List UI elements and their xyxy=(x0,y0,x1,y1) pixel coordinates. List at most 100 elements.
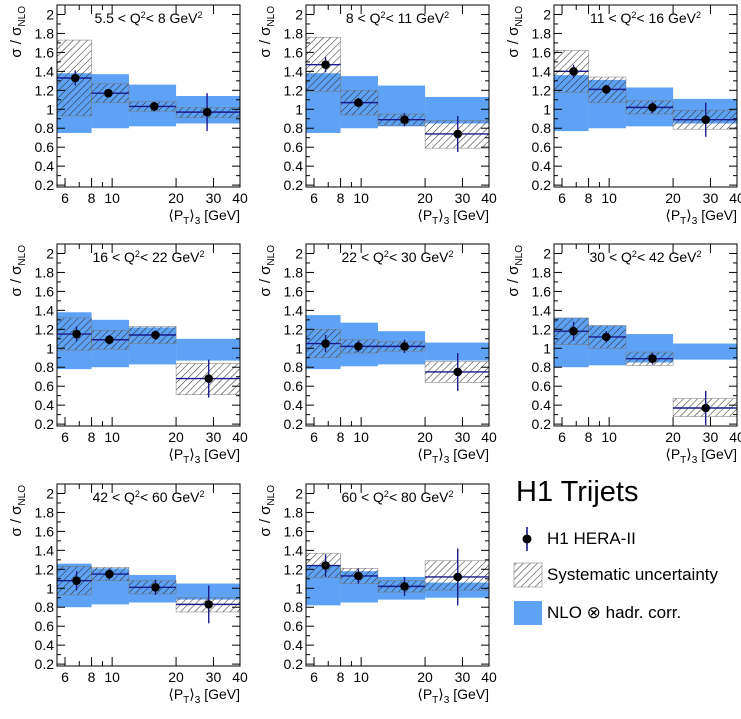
panel-title: 60 < Q2< 80 GeV2 xyxy=(342,489,454,505)
title-sup: 2 xyxy=(199,489,204,499)
title-part: < 60 GeV xyxy=(140,489,200,505)
y-label-part: σ / σ xyxy=(8,26,25,58)
title-part: 60 < Q xyxy=(342,489,385,505)
x-axis-label: ⟨PT⟩3 [GeV] xyxy=(665,446,737,466)
y-tick-label: 0.8 xyxy=(284,599,304,615)
title-sup: 2 xyxy=(696,249,701,259)
x-label-part: [GeV] xyxy=(200,446,240,462)
x-tick-label: 30 xyxy=(703,190,719,206)
x-tick-label: 6 xyxy=(61,429,69,445)
y-tick-label: 0.2 xyxy=(532,416,552,432)
x-label-part: [GeV] xyxy=(697,207,737,223)
title-part: 5.5 < Q xyxy=(94,10,140,26)
x-tick-label: 40 xyxy=(729,190,741,206)
data-point-4 xyxy=(453,367,463,377)
y-tick-label: 1.2 xyxy=(532,82,552,98)
nlo-band-bin-4 xyxy=(425,96,489,124)
y-label-part: σ / σ xyxy=(505,265,522,297)
x-tick-label: 6 xyxy=(558,190,566,206)
y-tick-label: 2 xyxy=(295,245,303,261)
title-sup: 2 xyxy=(141,10,146,20)
y-label-part: σ / σ xyxy=(8,505,25,537)
data-point-2 xyxy=(354,342,363,351)
x-label-part: [GeV] xyxy=(200,207,240,223)
x-tick-label: 20 xyxy=(168,669,184,685)
nlo-band-bin-4 xyxy=(673,343,737,360)
y-tick-label: 1 xyxy=(543,101,551,117)
y-tick-label: 0.4 xyxy=(284,158,304,174)
x-label-part: ⟩ xyxy=(686,207,691,223)
title-part: < 80 GeV xyxy=(389,489,449,505)
x-tick-label: 30 xyxy=(206,429,222,445)
x-tick-label: 30 xyxy=(206,190,222,206)
title-sup: 2 xyxy=(444,10,449,20)
title-part: < 16 GeV xyxy=(636,10,696,26)
title-sup: 2 xyxy=(631,10,636,20)
x-tick-label: 8 xyxy=(88,429,96,445)
x-label-part: [GeV] xyxy=(449,207,489,223)
nlo-band-bin-4 xyxy=(425,342,489,361)
x-tick-label: 8 xyxy=(88,190,96,206)
y-tick-label: 2 xyxy=(543,6,551,22)
x-tick-label: 6 xyxy=(558,429,566,445)
y-tick-label: 1.6 xyxy=(532,283,552,299)
panel-6: 0.20.40.60.811.21.41.61.826 8 10 20 30 40⟨PT⟩… xyxy=(505,243,741,466)
x-axis-label: ⟨PT⟩3 [GeV] xyxy=(168,686,240,706)
x-tick-label: 30 xyxy=(206,669,222,685)
y-axis-label: σ / σNLO xyxy=(8,485,28,537)
y-tick-label: 1.4 xyxy=(35,542,55,558)
y-label-sub: NLO xyxy=(17,485,28,506)
x-label-part: ⟩ xyxy=(438,207,443,223)
x-tick-label: 20 xyxy=(417,669,433,685)
x-label-part: ⟨P xyxy=(417,686,432,702)
y-tick-label: 1.8 xyxy=(532,25,552,41)
y-tick-label: 1.6 xyxy=(284,283,304,299)
x-tick-label: 6 xyxy=(310,429,318,445)
plot-frame xyxy=(56,4,241,188)
data-point-2 xyxy=(105,335,114,345)
x-tick-label: 40 xyxy=(232,429,248,445)
y-axis-label: σ / σNLO xyxy=(257,6,277,58)
data-point-3 xyxy=(150,102,159,111)
data-point-1 xyxy=(70,73,80,83)
x-tick-label: 10 xyxy=(353,429,369,445)
y-label-part: σ / σ xyxy=(257,265,274,297)
y-tick-label: 1.8 xyxy=(532,264,552,280)
x-label-part: ⟨P xyxy=(665,207,680,223)
y-tick-label: 0.6 xyxy=(284,618,304,634)
x-label-sub: 3 xyxy=(692,216,698,227)
plot-frame xyxy=(305,4,490,188)
legend-label-data: H1 HERA-II xyxy=(547,529,636,548)
x-label-sub: 3 xyxy=(195,695,201,706)
y-tick-label: 1.8 xyxy=(35,25,55,41)
panel-4: 0.20.40.60.811.21.41.61.826 8 10 20 30 40⟨PT⟩… xyxy=(8,243,248,466)
y-tick-label: 1.4 xyxy=(35,302,55,318)
data-point-3 xyxy=(151,330,160,340)
panel-2: 0.20.40.60.811.21.41.61.826 8 10 20 30 40⟨PT⟩… xyxy=(257,4,497,227)
data-point-3 xyxy=(400,115,409,124)
data-point-1 xyxy=(569,326,578,336)
x-label-part: ⟩ xyxy=(686,446,691,462)
title-part: < 11 GeV xyxy=(386,10,445,26)
x-tick-label: 6 xyxy=(310,190,318,206)
x-label-sub: T xyxy=(432,455,438,466)
data-point-2 xyxy=(104,88,113,98)
title-part: < 30 GeV xyxy=(389,249,449,265)
plot-frame xyxy=(553,243,738,427)
y-label-part: σ / σ xyxy=(257,26,274,58)
x-tick-label: 8 xyxy=(585,429,593,445)
data-point-2 xyxy=(602,332,611,342)
x-tick-label: 10 xyxy=(104,669,120,685)
y-axis-label: σ / σNLO xyxy=(505,245,525,297)
y-tick-label: 1.4 xyxy=(532,63,552,79)
title-sup: 2 xyxy=(198,10,203,20)
x-tick-label: 6 xyxy=(310,669,318,685)
y-label-sub: NLO xyxy=(266,6,277,27)
data-point-1 xyxy=(72,329,81,339)
title-part: 16 < Q xyxy=(93,249,136,265)
data-point-2 xyxy=(602,85,611,94)
y-tick-label: 0.6 xyxy=(35,139,55,155)
title-part: 42 < Q xyxy=(93,489,136,505)
panel-title: 5.5 < Q2< 8 GeV2 xyxy=(94,10,202,26)
